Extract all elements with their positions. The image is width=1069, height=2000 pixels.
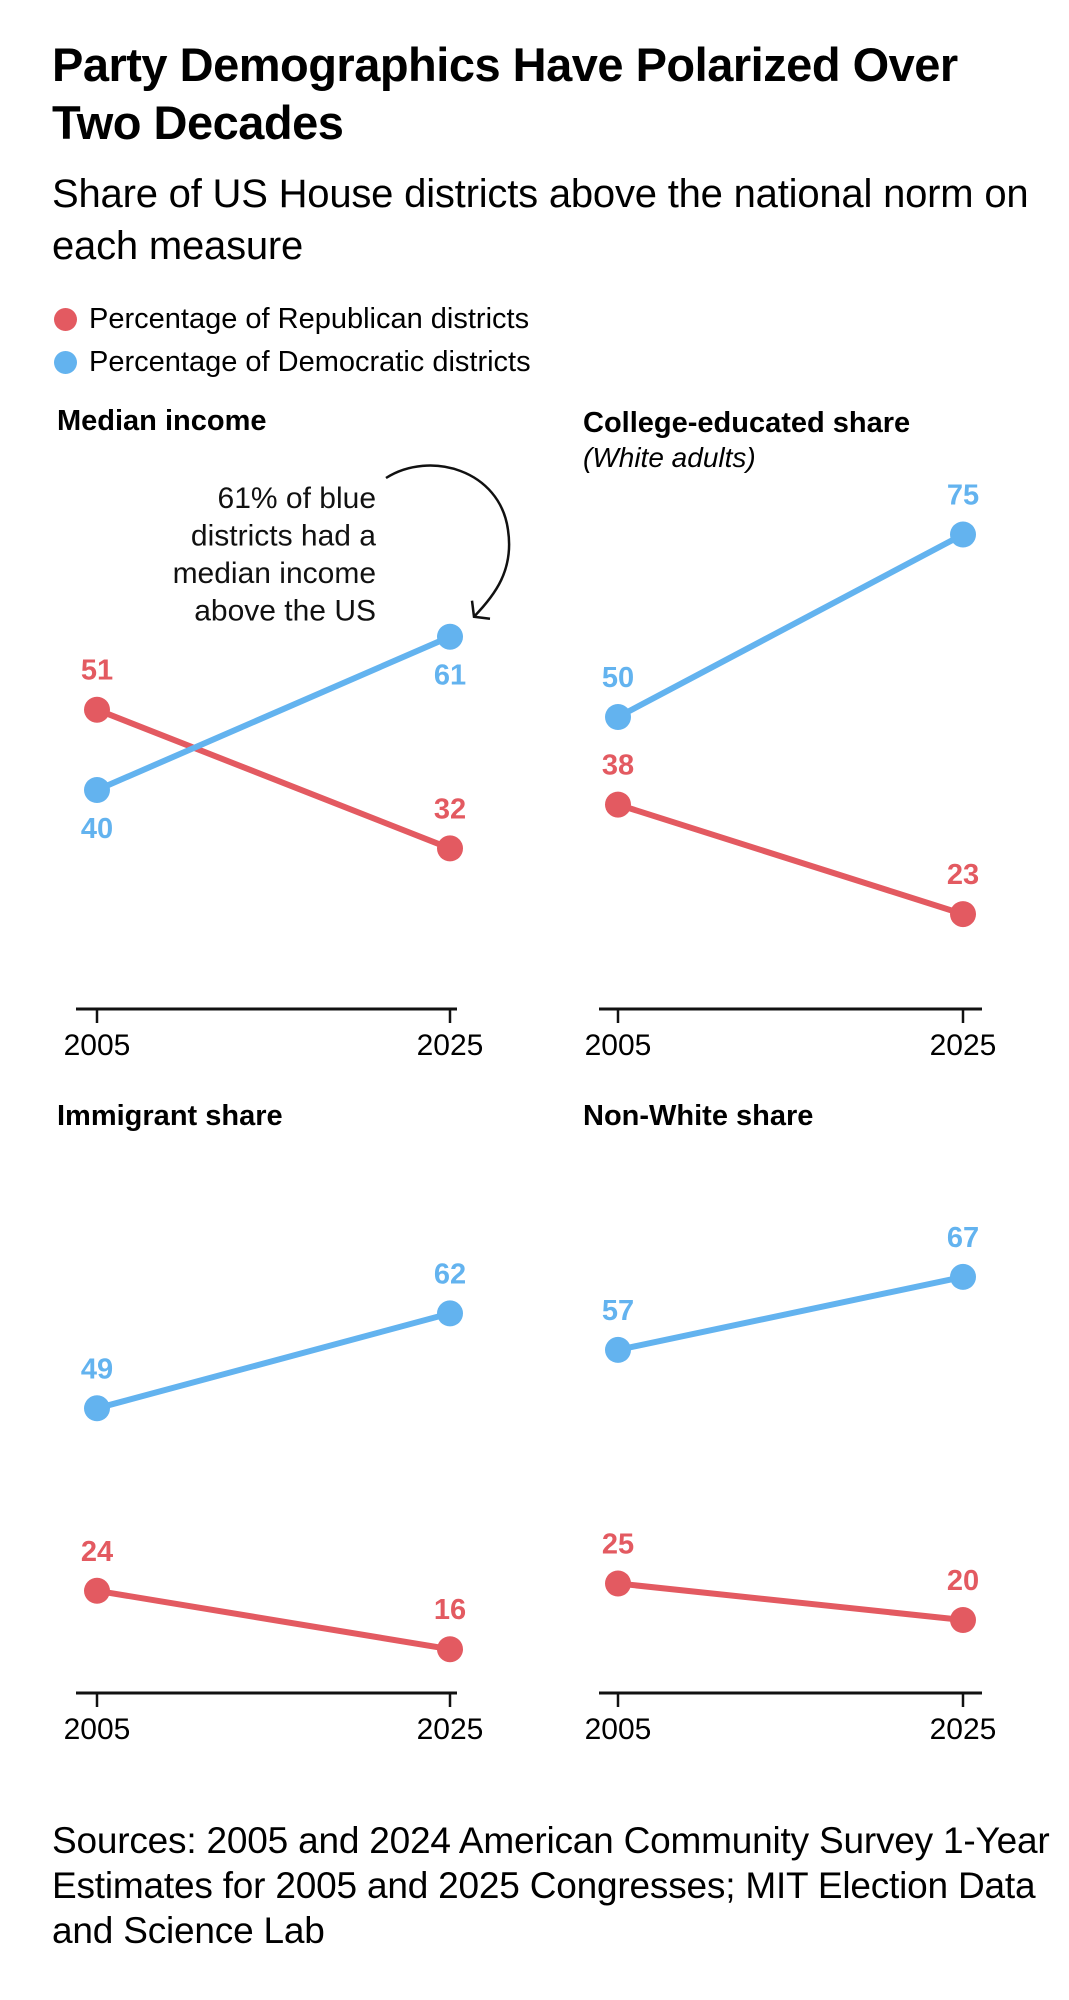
legend-label: Percentage of Democratic districts [89,346,531,378]
republican-point [84,1577,110,1604]
arrowhead-icon [470,600,491,620]
republican-value-label: 25 [602,1529,634,1561]
democratic-value-label: 49 [81,1353,113,1385]
x-tick-label: 2005 [585,1029,652,1062]
annotation: 61% of blue districts had a median income a… [173,464,511,628]
chart-panel: Non-White share 2005 2025 25 20 57 67 [583,1100,996,1746]
annotation-arrow [385,464,511,618]
legend-dot-republican-icon [54,308,77,331]
chart-panel: Median income 2005 2025 51 32 40 61 61% of blue… [57,405,511,1062]
annotation-text: districts had a [191,520,376,553]
democratic-line [615,531,966,720]
republican-line [94,706,453,852]
republican-line [615,1580,966,1623]
chart-subtitle: Share of US House districts above the na… [52,172,1029,268]
chart-panel: College-educated share(White adults) 2005… [583,407,996,1062]
x-tick-label: 2025 [930,1029,997,1062]
chart-panel: Immigrant share 2005 2025 24 16 49 62 [57,1100,483,1746]
panel-subtitle: (White adults) [583,442,756,473]
panel-title: Immigrant share [57,1100,283,1132]
legend-item-republican: Percentage of Republican districts [54,298,531,341]
democratic-point [437,623,463,650]
democratic-point [950,521,976,548]
x-tick-label: 2005 [64,1713,131,1746]
chart-title: Party Demographics Have Polarized Over T… [52,38,958,149]
x-tick-label: 2005 [585,1713,652,1746]
panel-title: Non-White share [583,1100,813,1132]
annotation-text: 61% of blue [218,482,376,515]
legend-label: Percentage of Republican districts [89,303,530,335]
annotation-text: median income [173,557,376,590]
democratic-point [605,704,631,730]
x-tick-label: 2005 [64,1029,131,1062]
annotation-text: above the US [194,595,376,628]
panel-title: College-educated share [583,407,910,439]
republican-value-label: 20 [947,1565,979,1597]
sources-note: Sources: 2005 and 2024 American Communit… [52,1820,1050,1951]
republican-point [84,696,110,723]
democratic-value-label: 62 [434,1258,466,1290]
democratic-line [94,633,453,793]
republican-value-label: 32 [434,793,466,825]
republican-point [605,791,631,818]
democratic-value-label: 61 [434,660,466,692]
republican-point [950,901,976,928]
democratic-line [94,1310,453,1412]
democratic-point [950,1263,976,1290]
democratic-value-label: 57 [602,1295,634,1327]
democratic-point [437,1300,463,1327]
legend-dot-democratic-icon [54,351,77,374]
democratic-value-label: 40 [81,813,113,845]
panel-title: Median income [57,405,267,437]
republican-value-label: 38 [602,750,634,782]
democratic-point [84,777,110,803]
republican-point [437,835,463,862]
democratic-point [605,1336,631,1363]
republican-value-label: 24 [81,1536,113,1568]
republican-point [605,1570,631,1597]
democratic-value-label: 75 [947,480,979,512]
democratic-value-label: 50 [602,662,634,694]
republican-value-label: 23 [947,859,979,891]
democratic-line [615,1273,966,1353]
republican-value-label: 16 [434,1594,466,1626]
legend: Percentage of Republican districts Perce… [54,298,531,384]
republican-line [615,801,966,918]
x-tick-label: 2025 [930,1713,997,1746]
x-tick-label: 2025 [417,1029,484,1062]
republican-value-label: 51 [81,655,113,687]
democratic-value-label: 67 [947,1222,979,1254]
x-tick-label: 2025 [417,1713,484,1746]
democratic-point [84,1395,110,1422]
republican-point [437,1636,463,1663]
republican-line [94,1587,453,1653]
legend-item-democratic: Percentage of Democratic districts [54,341,531,384]
republican-point [950,1607,976,1633]
